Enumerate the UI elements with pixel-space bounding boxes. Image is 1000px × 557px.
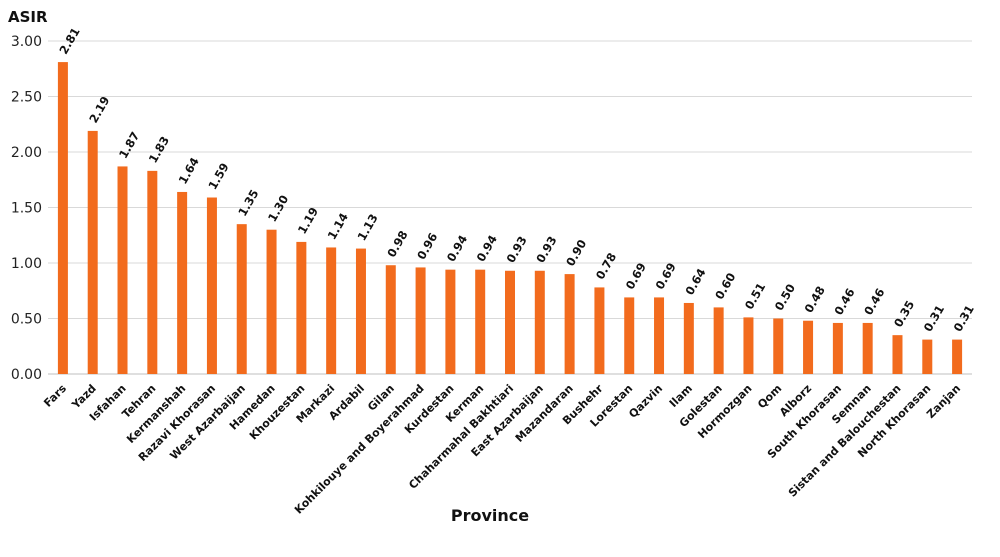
bar [57, 62, 68, 375]
data-label: 1.87 [116, 129, 142, 161]
data-label: 1.13 [354, 211, 380, 243]
bar [683, 302, 694, 374]
bar [236, 224, 247, 374]
data-label: 1.83 [146, 134, 172, 166]
data-label: 1.19 [295, 205, 321, 237]
data-label: 0.96 [414, 230, 440, 262]
bar [206, 197, 217, 374]
data-label: 1.30 [265, 193, 291, 225]
bar [773, 318, 784, 374]
bar [177, 191, 188, 374]
data-label: 0.93 [503, 234, 529, 266]
bar [296, 241, 307, 374]
y-axis-title: ASIR [8, 8, 48, 26]
data-label: 0.60 [712, 270, 738, 302]
data-label: 1.35 [235, 187, 261, 219]
bar [147, 170, 158, 374]
bar [743, 317, 754, 374]
data-label: 0.94 [444, 233, 470, 265]
bar [832, 322, 843, 374]
bar [952, 339, 963, 374]
data-label: 0.48 [802, 284, 828, 316]
y-tick-label: 1.00 [11, 256, 42, 272]
y-tick-label: 1.50 [11, 201, 42, 217]
data-label: 2.19 [86, 94, 112, 126]
data-label: 0.98 [384, 228, 410, 260]
data-label: 0.46 [831, 286, 857, 318]
data-label: 0.78 [593, 250, 619, 282]
data-label: 1.59 [205, 160, 231, 192]
bar [266, 229, 277, 374]
bars [57, 62, 963, 375]
bar [922, 339, 933, 374]
bar [534, 270, 545, 374]
bar [892, 335, 903, 374]
bar [654, 297, 665, 374]
bar [445, 269, 456, 374]
bar [385, 265, 396, 374]
data-label: 0.69 [623, 260, 649, 292]
data-label: 0.69 [653, 260, 679, 292]
bar [624, 297, 635, 374]
bar [505, 270, 515, 374]
data-label: 0.64 [682, 266, 708, 298]
bar [803, 320, 814, 374]
y-tick-label: 2.00 [11, 145, 42, 161]
y-tick-label: 0.50 [11, 312, 42, 328]
data-label: 0.51 [742, 280, 768, 312]
bar [355, 248, 366, 374]
gridlines [48, 40, 972, 375]
bar [87, 130, 98, 374]
bar [564, 274, 575, 374]
x-tick-label: Fars [41, 382, 69, 410]
data-labels: 2.812.191.87 1.831.64 1.591.35 1.30 1.19 1.14… [56, 25, 977, 334]
data-label: 1.14 [325, 210, 351, 242]
data-label: 0.46 [861, 286, 887, 318]
bar [117, 166, 128, 374]
x-tick-label: Qazvin [626, 382, 665, 421]
data-label: 0.93 [533, 234, 559, 266]
data-label: 0.50 [772, 281, 798, 313]
bar [475, 269, 486, 374]
data-label: 0.94 [474, 233, 500, 265]
y-tick-label: 3.00 [11, 34, 42, 50]
data-label: 0.35 [891, 298, 917, 330]
bar [594, 287, 605, 374]
bar [415, 267, 426, 374]
y-tick-label: 0.00 [11, 367, 42, 383]
data-label: 0.90 [563, 237, 589, 269]
bar [326, 247, 337, 374]
y-tick-label: 2.50 [11, 90, 42, 106]
bar [713, 307, 724, 374]
y-axis-ticks: 0.00 0.50 1.00 1.50 2.00 2.50 3.00 [11, 34, 42, 383]
bar [862, 322, 873, 374]
data-label: 1.64 [176, 155, 202, 187]
x-axis-title: Province [451, 506, 529, 525]
data-label: 0.31 [951, 303, 977, 335]
